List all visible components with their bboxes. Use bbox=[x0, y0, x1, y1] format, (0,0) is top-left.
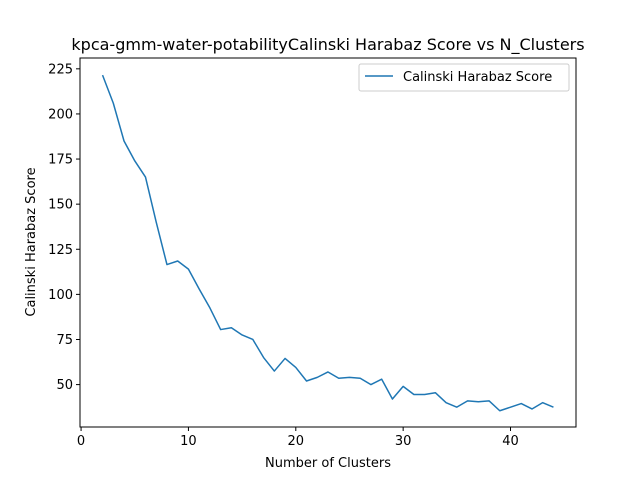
data-point bbox=[123, 140, 124, 141]
data-point bbox=[306, 380, 307, 381]
data-point bbox=[113, 103, 114, 104]
y-tick-label: 225 bbox=[48, 62, 73, 77]
x-axis: 0 10 20 30 40 bbox=[77, 427, 519, 449]
data-point bbox=[295, 367, 296, 368]
data-point bbox=[338, 378, 339, 379]
data-point bbox=[467, 400, 468, 401]
data-point bbox=[349, 377, 350, 378]
y-tick-label: 125 bbox=[48, 243, 73, 258]
data-point bbox=[317, 377, 318, 378]
data-point bbox=[542, 402, 543, 403]
data-point bbox=[435, 392, 436, 393]
legend-label: Calinski Harabaz Score bbox=[403, 70, 552, 85]
data-point bbox=[209, 307, 210, 308]
data-point bbox=[445, 402, 446, 403]
data-point bbox=[521, 403, 522, 404]
data-point bbox=[177, 260, 178, 261]
data-point bbox=[242, 334, 243, 335]
data-point bbox=[413, 394, 414, 395]
data-point bbox=[231, 327, 232, 328]
data-point bbox=[456, 407, 457, 408]
series-line bbox=[101, 74, 554, 412]
y-tick-label: 75 bbox=[56, 333, 73, 348]
plot-frame bbox=[79, 57, 577, 428]
data-point bbox=[220, 329, 221, 330]
y-tick-label: 150 bbox=[48, 198, 73, 213]
x-tick-label: 40 bbox=[502, 434, 519, 449]
y-axis: 50 75 100 125 150 175 200 225 bbox=[48, 62, 80, 393]
data-point bbox=[252, 339, 253, 340]
data-point bbox=[188, 269, 189, 270]
data-point bbox=[145, 176, 146, 177]
data-point bbox=[488, 400, 489, 401]
chart-title: kpca-gmm-water-potabilityCalinski Haraba… bbox=[71, 35, 584, 55]
data-point bbox=[553, 407, 554, 408]
data-point bbox=[392, 398, 393, 399]
legend-box bbox=[358, 63, 570, 92]
data-point bbox=[370, 384, 371, 385]
data-point bbox=[263, 357, 264, 358]
data-point bbox=[199, 288, 200, 289]
data-point bbox=[284, 358, 285, 359]
y-tick-label: 50 bbox=[56, 378, 73, 393]
data-point bbox=[102, 75, 103, 76]
data-point bbox=[424, 394, 425, 395]
data-point bbox=[360, 378, 361, 379]
y-axis-label: Calinski Harabaz Score bbox=[24, 167, 39, 316]
legend: Calinski Harabaz Score bbox=[358, 63, 570, 92]
data-point bbox=[156, 222, 157, 223]
data-point bbox=[274, 370, 275, 371]
data-point bbox=[166, 264, 167, 265]
x-tick-label: 20 bbox=[288, 434, 305, 449]
data-point bbox=[327, 371, 328, 372]
data-point bbox=[531, 408, 532, 409]
x-tick-label: 10 bbox=[180, 434, 197, 449]
data-point bbox=[499, 410, 500, 411]
data-point bbox=[381, 379, 382, 380]
y-tick-label: 100 bbox=[48, 288, 73, 303]
y-tick-label: 200 bbox=[48, 107, 73, 122]
x-tick-label: 0 bbox=[77, 434, 85, 449]
x-axis-label: Number of Clusters bbox=[265, 456, 391, 471]
data-point bbox=[510, 407, 511, 408]
y-tick-label: 175 bbox=[48, 153, 73, 168]
x-tick-label: 30 bbox=[395, 434, 412, 449]
data-point bbox=[403, 386, 404, 387]
plot-area bbox=[101, 74, 554, 412]
data-point bbox=[478, 401, 479, 402]
data-point bbox=[134, 160, 135, 161]
